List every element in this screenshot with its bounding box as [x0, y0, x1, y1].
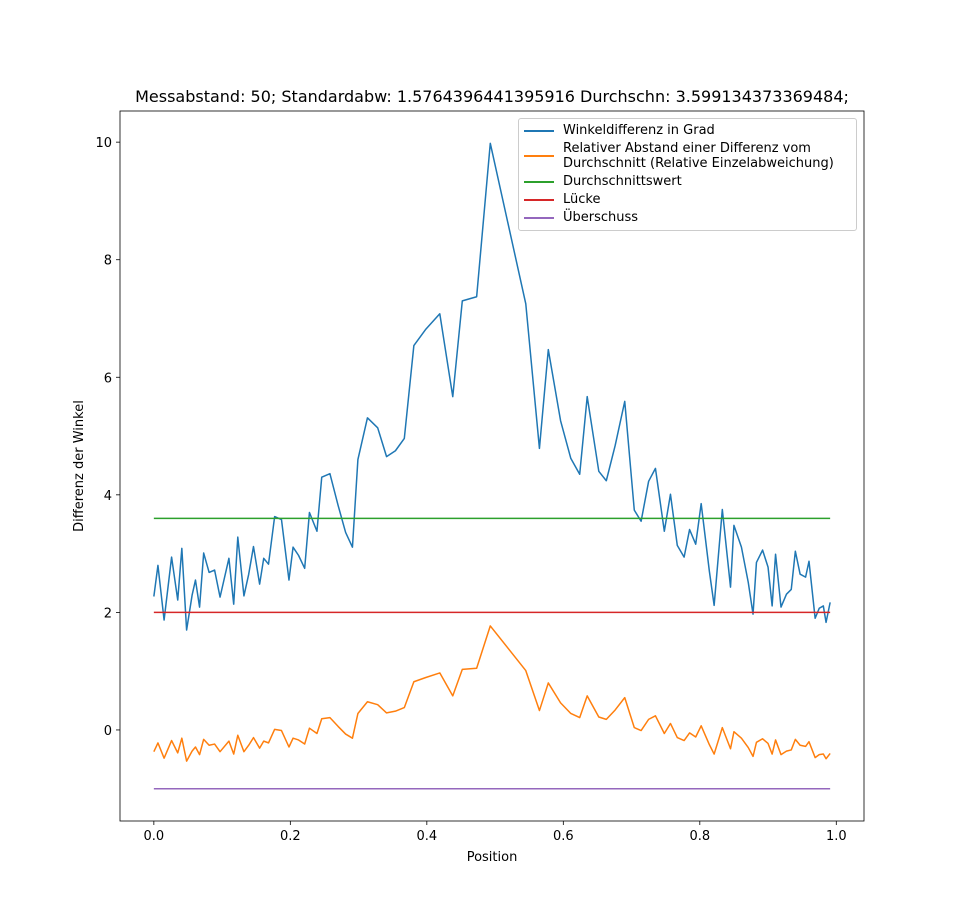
x-tick-label: 0.6 [553, 829, 574, 844]
y-tick-label: 8 [104, 254, 112, 269]
series-line [153, 142, 831, 631]
y-tick-label: 6 [104, 371, 112, 386]
legend-entry: Winkeldifferenz in Grad [519, 121, 856, 139]
series-line [153, 625, 831, 762]
legend-entry: Durchschnittswert [519, 172, 856, 190]
legend-label: Winkeldifferenz in Grad [563, 123, 715, 138]
legend-label: Durchschnittswert [563, 174, 682, 189]
legend-label: Relativer Abstand einer Differenz vom Du… [563, 141, 834, 171]
y-tick-label: 4 [104, 489, 112, 504]
plot-frame [119, 110, 865, 822]
y-tick-label: 2 [104, 606, 112, 621]
legend-swatch [524, 155, 554, 157]
x-tick-label: 0.8 [689, 829, 710, 844]
legend-swatch [524, 216, 554, 219]
y-tick-label: 0 [104, 724, 112, 739]
legend-label: Überschuss [563, 210, 639, 225]
legend-swatch [524, 129, 554, 132]
x-tick-label: 0.2 [280, 829, 301, 844]
legend-label: Lücke [563, 192, 601, 207]
x-tick-label: 1.0 [826, 829, 847, 844]
legend-entry: Überschuss [519, 208, 856, 226]
legend-entry: Relativer Abstand einer Differenz vom Du… [519, 139, 856, 172]
chart-title: Messabstand: 50; Standardabw: 1.57643964… [135, 87, 849, 106]
x-tick-label: 0.0 [144, 829, 165, 844]
y-axis-label: Differenz der Winkel [72, 400, 87, 532]
y-tick-label: 10 [95, 136, 112, 151]
x-tick-label: 0.4 [416, 829, 437, 844]
legend-entry: Lücke [519, 190, 856, 208]
x-axis-label: Position [467, 850, 518, 865]
legend-swatch [524, 198, 554, 201]
legend: Winkeldifferenz in Grad Relativer Abstand… [518, 118, 857, 231]
legend-swatch [524, 180, 554, 183]
